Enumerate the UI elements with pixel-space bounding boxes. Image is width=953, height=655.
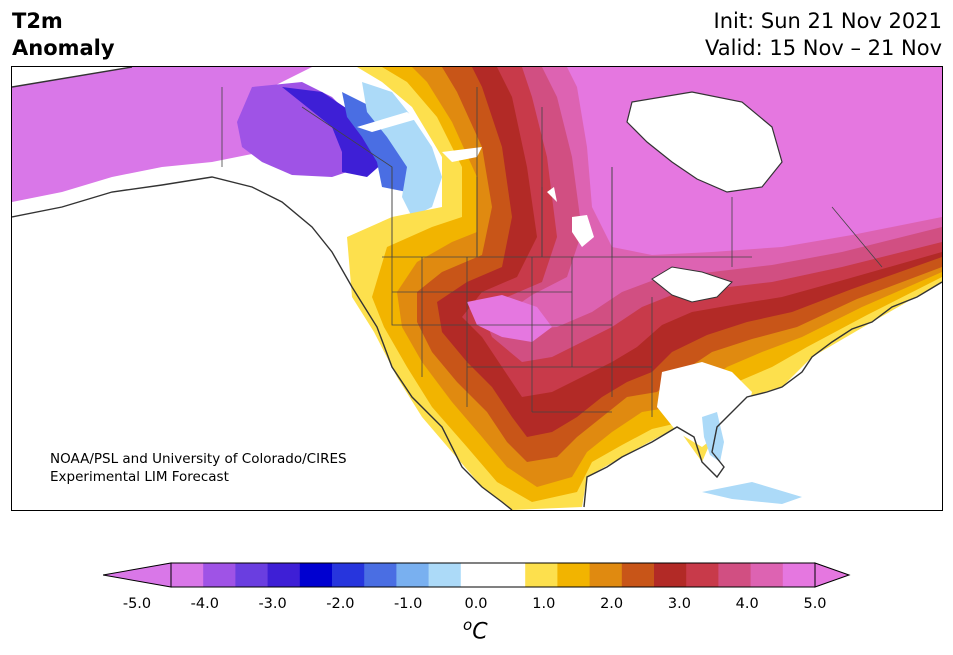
southeast-neutral xyxy=(657,362,752,447)
colorbar-cells xyxy=(171,563,816,587)
canada-provinces xyxy=(301,87,883,268)
colorbar-right-extension xyxy=(814,562,851,588)
init-date: Init: Sun 21 Nov 2021 xyxy=(713,9,942,33)
colorbar-tick-label: -2.0 xyxy=(326,596,355,612)
title-line-1: T2m xyxy=(12,9,63,33)
anomaly-minus-2 xyxy=(342,92,412,192)
colorbar-unit: oC xyxy=(463,616,488,644)
unit-degree: o xyxy=(463,616,473,634)
colorbar-frame xyxy=(170,562,816,588)
title-line-2: Anomaly xyxy=(12,36,115,60)
colorbar-left-extension xyxy=(103,562,172,588)
valid-date: Valid: 15 Nov – 21 Nov xyxy=(705,36,942,60)
colorbar-cell xyxy=(718,563,752,587)
anomaly-minus-3 xyxy=(282,87,384,177)
colorbar-cell xyxy=(589,563,623,587)
colorbar-cell xyxy=(525,563,558,587)
colorbar-cell xyxy=(203,563,236,587)
anomaly-map xyxy=(12,67,942,510)
colorbar-cell xyxy=(750,563,784,587)
colorbar xyxy=(103,562,851,588)
colorbar-cell xyxy=(654,563,687,587)
colorbar-cell xyxy=(428,563,462,587)
colorbar-tick-label: -3.0 xyxy=(258,596,287,612)
canadian-lakes xyxy=(357,112,594,247)
colorbar-cell xyxy=(493,563,526,587)
colorbar-cell xyxy=(460,563,494,587)
colorbar-tick-label: 0.0 xyxy=(464,596,488,612)
colorbar-cell xyxy=(332,563,365,587)
colorbar-cell xyxy=(235,563,269,587)
great-lakes-outline xyxy=(651,266,733,303)
credit-text: NOAA/PSL and University of Colorado/CIRE… xyxy=(50,450,347,486)
anomaly-minus-1 xyxy=(362,82,442,217)
colorbar-tick-label: -1.0 xyxy=(394,596,423,612)
coastline xyxy=(12,67,942,510)
colorbar-tick-label: -4.0 xyxy=(190,596,219,612)
colorbar-tick-label: 4.0 xyxy=(735,596,759,612)
unit-label: C xyxy=(472,619,488,645)
colorbar-cell xyxy=(267,563,301,587)
hudson-bay-outline xyxy=(626,91,783,193)
colorbar-cell xyxy=(396,563,430,587)
colorbar-cell xyxy=(782,563,816,587)
colorbar-tick-label: 2.0 xyxy=(600,596,624,612)
colorbar-cell xyxy=(171,563,204,587)
colorbar-tick-label: 1.0 xyxy=(532,596,556,612)
colorbar-cell xyxy=(686,563,719,587)
credit-line-1: NOAA/PSL and University of Colorado/CIRE… xyxy=(50,451,347,467)
credit-line-2: Experimental LIM Forecast xyxy=(50,469,229,485)
colorbar-tick-label: 3.0 xyxy=(667,596,691,612)
map-title: T2m Anomaly xyxy=(12,8,115,62)
anomaly-minus-5 xyxy=(12,67,312,202)
colorbar-tick-label: -5.0 xyxy=(122,596,152,612)
date-info: Init: Sun 21 Nov 2021 Valid: 15 Nov – 21… xyxy=(705,8,942,62)
hudson-bay xyxy=(627,92,782,192)
florida-cool xyxy=(702,412,724,462)
colorbar-cell xyxy=(299,563,333,587)
colorbar-cell xyxy=(364,563,397,587)
anomaly-plus-5-core-us xyxy=(467,295,552,342)
colorbar-tick-label: 5.0 xyxy=(803,596,827,612)
colorbar-cell xyxy=(621,563,655,587)
map-panel: NOAA/PSL and University of Colorado/CIRE… xyxy=(11,66,943,511)
colorbar-cell xyxy=(557,563,591,587)
cuba xyxy=(702,482,802,504)
colorbar-tick-labels: -5.0 -4.0 -3.0 -2.0 -1.0 0.0 1.0 2.0 3.0 4.0 5.0 xyxy=(0,596,953,616)
